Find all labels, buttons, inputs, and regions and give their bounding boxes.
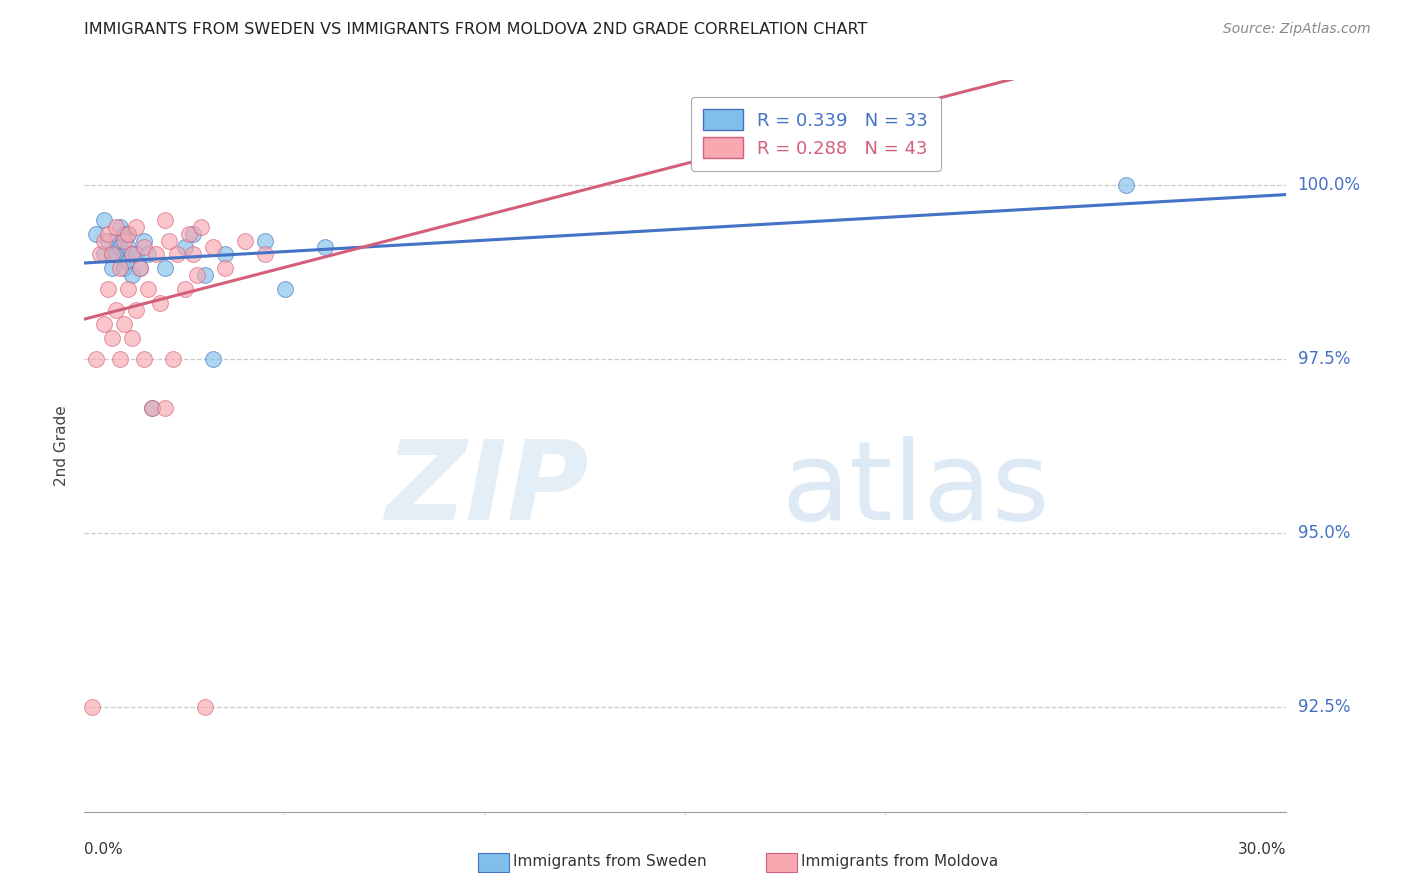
Point [162, 351, 184, 366]
Point [114, 317, 135, 331]
Point [117, 227, 139, 241]
Point [166, 247, 188, 261]
Point [194, 700, 217, 714]
Point [134, 234, 156, 248]
Point [82, 700, 104, 714]
Point [93, 317, 115, 331]
Text: Immigrants from Sweden: Immigrants from Sweden [513, 855, 707, 869]
Text: atlas: atlas [782, 436, 1050, 543]
Point [125, 303, 148, 318]
Text: 30.0%: 30.0% [1239, 842, 1286, 857]
Point [186, 268, 208, 283]
Point [314, 240, 336, 254]
Point [253, 234, 276, 248]
Point [86, 227, 108, 241]
Legend: R = 0.339   N = 33, R = 0.288   N = 43: R = 0.339 N = 33, R = 0.288 N = 43 [690, 96, 941, 171]
Point [93, 212, 115, 227]
Point [101, 261, 124, 276]
Point [153, 261, 176, 276]
Point [157, 234, 180, 248]
Point [110, 240, 132, 254]
Point [105, 247, 128, 261]
Point [97, 282, 120, 296]
Text: Source: ZipAtlas.com: Source: ZipAtlas.com [1223, 22, 1371, 37]
Text: 95.0%: 95.0% [1298, 524, 1350, 542]
Point [114, 261, 135, 276]
Point [177, 227, 200, 241]
Point [201, 240, 224, 254]
Text: 97.5%: 97.5% [1298, 350, 1350, 368]
Point [101, 247, 124, 261]
Text: 92.5%: 92.5% [1298, 698, 1350, 716]
Point [141, 401, 163, 415]
Point [97, 227, 120, 241]
Point [121, 268, 143, 283]
Point [97, 234, 120, 248]
Point [181, 247, 204, 261]
Point [86, 351, 108, 366]
Point [1115, 178, 1137, 192]
Y-axis label: 2nd Grade: 2nd Grade [53, 406, 69, 486]
Point [214, 261, 236, 276]
Point [134, 240, 156, 254]
Point [105, 234, 128, 248]
Point [145, 247, 167, 261]
Text: Immigrants from Moldova: Immigrants from Moldova [801, 855, 998, 869]
Point [134, 351, 156, 366]
Point [117, 227, 139, 241]
Point [101, 247, 124, 261]
Point [141, 401, 163, 415]
Point [110, 219, 132, 234]
Point [173, 282, 195, 296]
Point [181, 227, 204, 241]
Point [121, 247, 143, 261]
Point [153, 212, 176, 227]
Point [138, 247, 160, 261]
Point [114, 247, 135, 261]
Point [201, 351, 224, 366]
Point [117, 282, 139, 296]
Text: 0.0%: 0.0% [84, 842, 124, 857]
Point [125, 247, 148, 261]
Text: IMMIGRANTS FROM SWEDEN VS IMMIGRANTS FROM MOLDOVA 2ND GRADE CORRELATION CHART: IMMIGRANTS FROM SWEDEN VS IMMIGRANTS FRO… [84, 22, 868, 37]
Point [110, 261, 132, 276]
Point [190, 219, 212, 234]
Point [89, 247, 111, 261]
Point [93, 234, 115, 248]
Point [117, 240, 139, 254]
Point [129, 261, 152, 276]
Point [101, 331, 124, 345]
Point [129, 261, 152, 276]
Point [138, 282, 160, 296]
Point [253, 247, 276, 261]
Point [214, 247, 236, 261]
Point [93, 247, 115, 261]
Point [194, 268, 217, 283]
Point [117, 254, 139, 268]
Point [274, 282, 297, 296]
Point [110, 351, 132, 366]
Point [121, 331, 143, 345]
Text: ZIP: ZIP [385, 436, 589, 543]
Text: 100.0%: 100.0% [1298, 176, 1361, 194]
Point [105, 219, 128, 234]
Point [153, 401, 176, 415]
Point [121, 247, 143, 261]
Point [114, 227, 135, 241]
Point [233, 234, 256, 248]
Point [125, 219, 148, 234]
Point [149, 296, 172, 310]
Point [173, 240, 195, 254]
Point [114, 234, 135, 248]
Point [105, 303, 128, 318]
